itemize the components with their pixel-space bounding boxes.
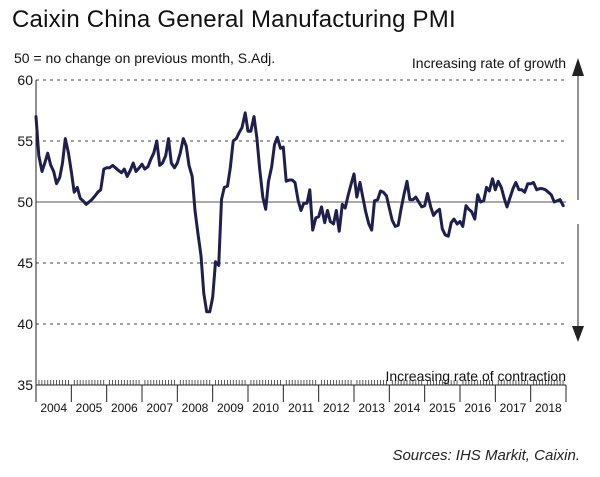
y-tick-label: 60 <box>17 72 33 88</box>
y-tick-label: 35 <box>17 377 33 393</box>
annotation-growth: Increasing rate of growth <box>412 55 566 71</box>
x-tick-label: 2012 <box>323 401 350 415</box>
chart-subtitle: 50 = no change on previous month, S.Adj. <box>14 50 276 66</box>
x-tick-label: 2013 <box>358 401 385 415</box>
x-tick-label: 2016 <box>464 401 491 415</box>
x-tick-label: 2014 <box>394 401 421 415</box>
x-tick-label: 2017 <box>500 401 527 415</box>
y-axis: 35 40 45 50 55 60 <box>17 72 37 393</box>
x-tick-label: 2018 <box>535 401 562 415</box>
source-note: Sources: IHS Markit, Caixin. <box>392 447 580 464</box>
y-tick-label: 40 <box>17 316 33 332</box>
growth-arrow-head <box>572 58 584 76</box>
growth-contraction-arrows <box>572 58 584 342</box>
contraction-arrow-head <box>572 326 584 342</box>
chart-title: Caixin China General Manufacturing PMI <box>12 6 456 33</box>
x-tick-label: 2010 <box>252 401 279 415</box>
y-tick-label: 50 <box>17 194 33 210</box>
x-axis: 2004 2005 2006 2007 2008 2009 2010 2011 2012 2013… <box>35 380 567 415</box>
x-tick-label: 2005 <box>76 401 103 415</box>
x-tick-label: 2004 <box>40 401 67 415</box>
series-pmi <box>34 111 565 314</box>
series-line <box>34 111 565 314</box>
x-tick-label: 2011 <box>288 401 314 415</box>
x-tick-label: 2007 <box>146 401 173 415</box>
x-tick-label: 2009 <box>217 401 244 415</box>
y-tick-label: 45 <box>17 255 33 271</box>
x-tick-label: 2006 <box>111 401 138 415</box>
x-tick-label: 2008 <box>182 401 209 415</box>
gridlines <box>36 79 566 325</box>
x-tick-label: 2015 <box>429 401 456 415</box>
annotation-contraction: Increasing rate of contraction <box>385 368 566 384</box>
y-tick-label: 55 <box>17 133 33 149</box>
